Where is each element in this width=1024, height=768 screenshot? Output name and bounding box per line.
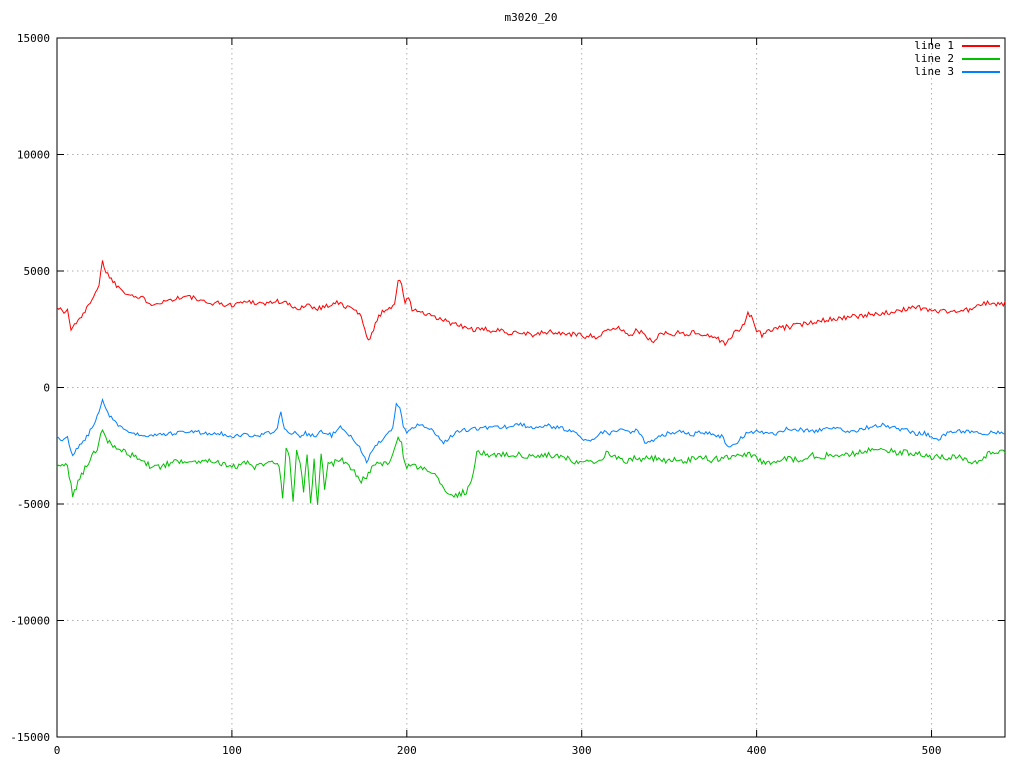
series-line-2 (56, 428, 1006, 505)
series-line-1 (56, 260, 1006, 347)
legend-swatch-line-2 (962, 57, 1000, 60)
y-tick-label: -10000 (10, 615, 50, 628)
legend-item-line-2: line 2 (914, 52, 1000, 65)
x-tick-label: 200 (397, 744, 417, 757)
y-tick-label: 5000 (24, 265, 51, 278)
y-tick-label: 10000 (17, 149, 50, 162)
x-tick-label: 0 (54, 744, 61, 757)
y-tick-label: 0 (43, 382, 50, 395)
legend-item-line-1: line 1 (914, 39, 1000, 52)
chart-title: m3020_20 (504, 11, 558, 24)
legend-swatch-line-3 (962, 70, 1000, 73)
legend-label-line-1: line 1 (914, 39, 954, 52)
legend-item-line-3: line 3 (914, 65, 1000, 78)
y-tick-label: -5000 (17, 498, 50, 511)
legend-swatch-line-1 (962, 44, 1000, 47)
x-tick-label: 500 (922, 744, 942, 757)
series-line-3 (56, 397, 1006, 464)
legend-label-line-3: line 3 (914, 65, 954, 78)
legend: line 1 line 2 line 3 (914, 39, 1000, 78)
x-tick-label: 300 (572, 744, 592, 757)
x-tick-label: 400 (747, 744, 767, 757)
legend-label-line-2: line 2 (914, 52, 954, 65)
y-tick-label: -15000 (10, 731, 50, 744)
x-tick-label: 100 (222, 744, 242, 757)
y-tick-label: 15000 (17, 32, 50, 45)
